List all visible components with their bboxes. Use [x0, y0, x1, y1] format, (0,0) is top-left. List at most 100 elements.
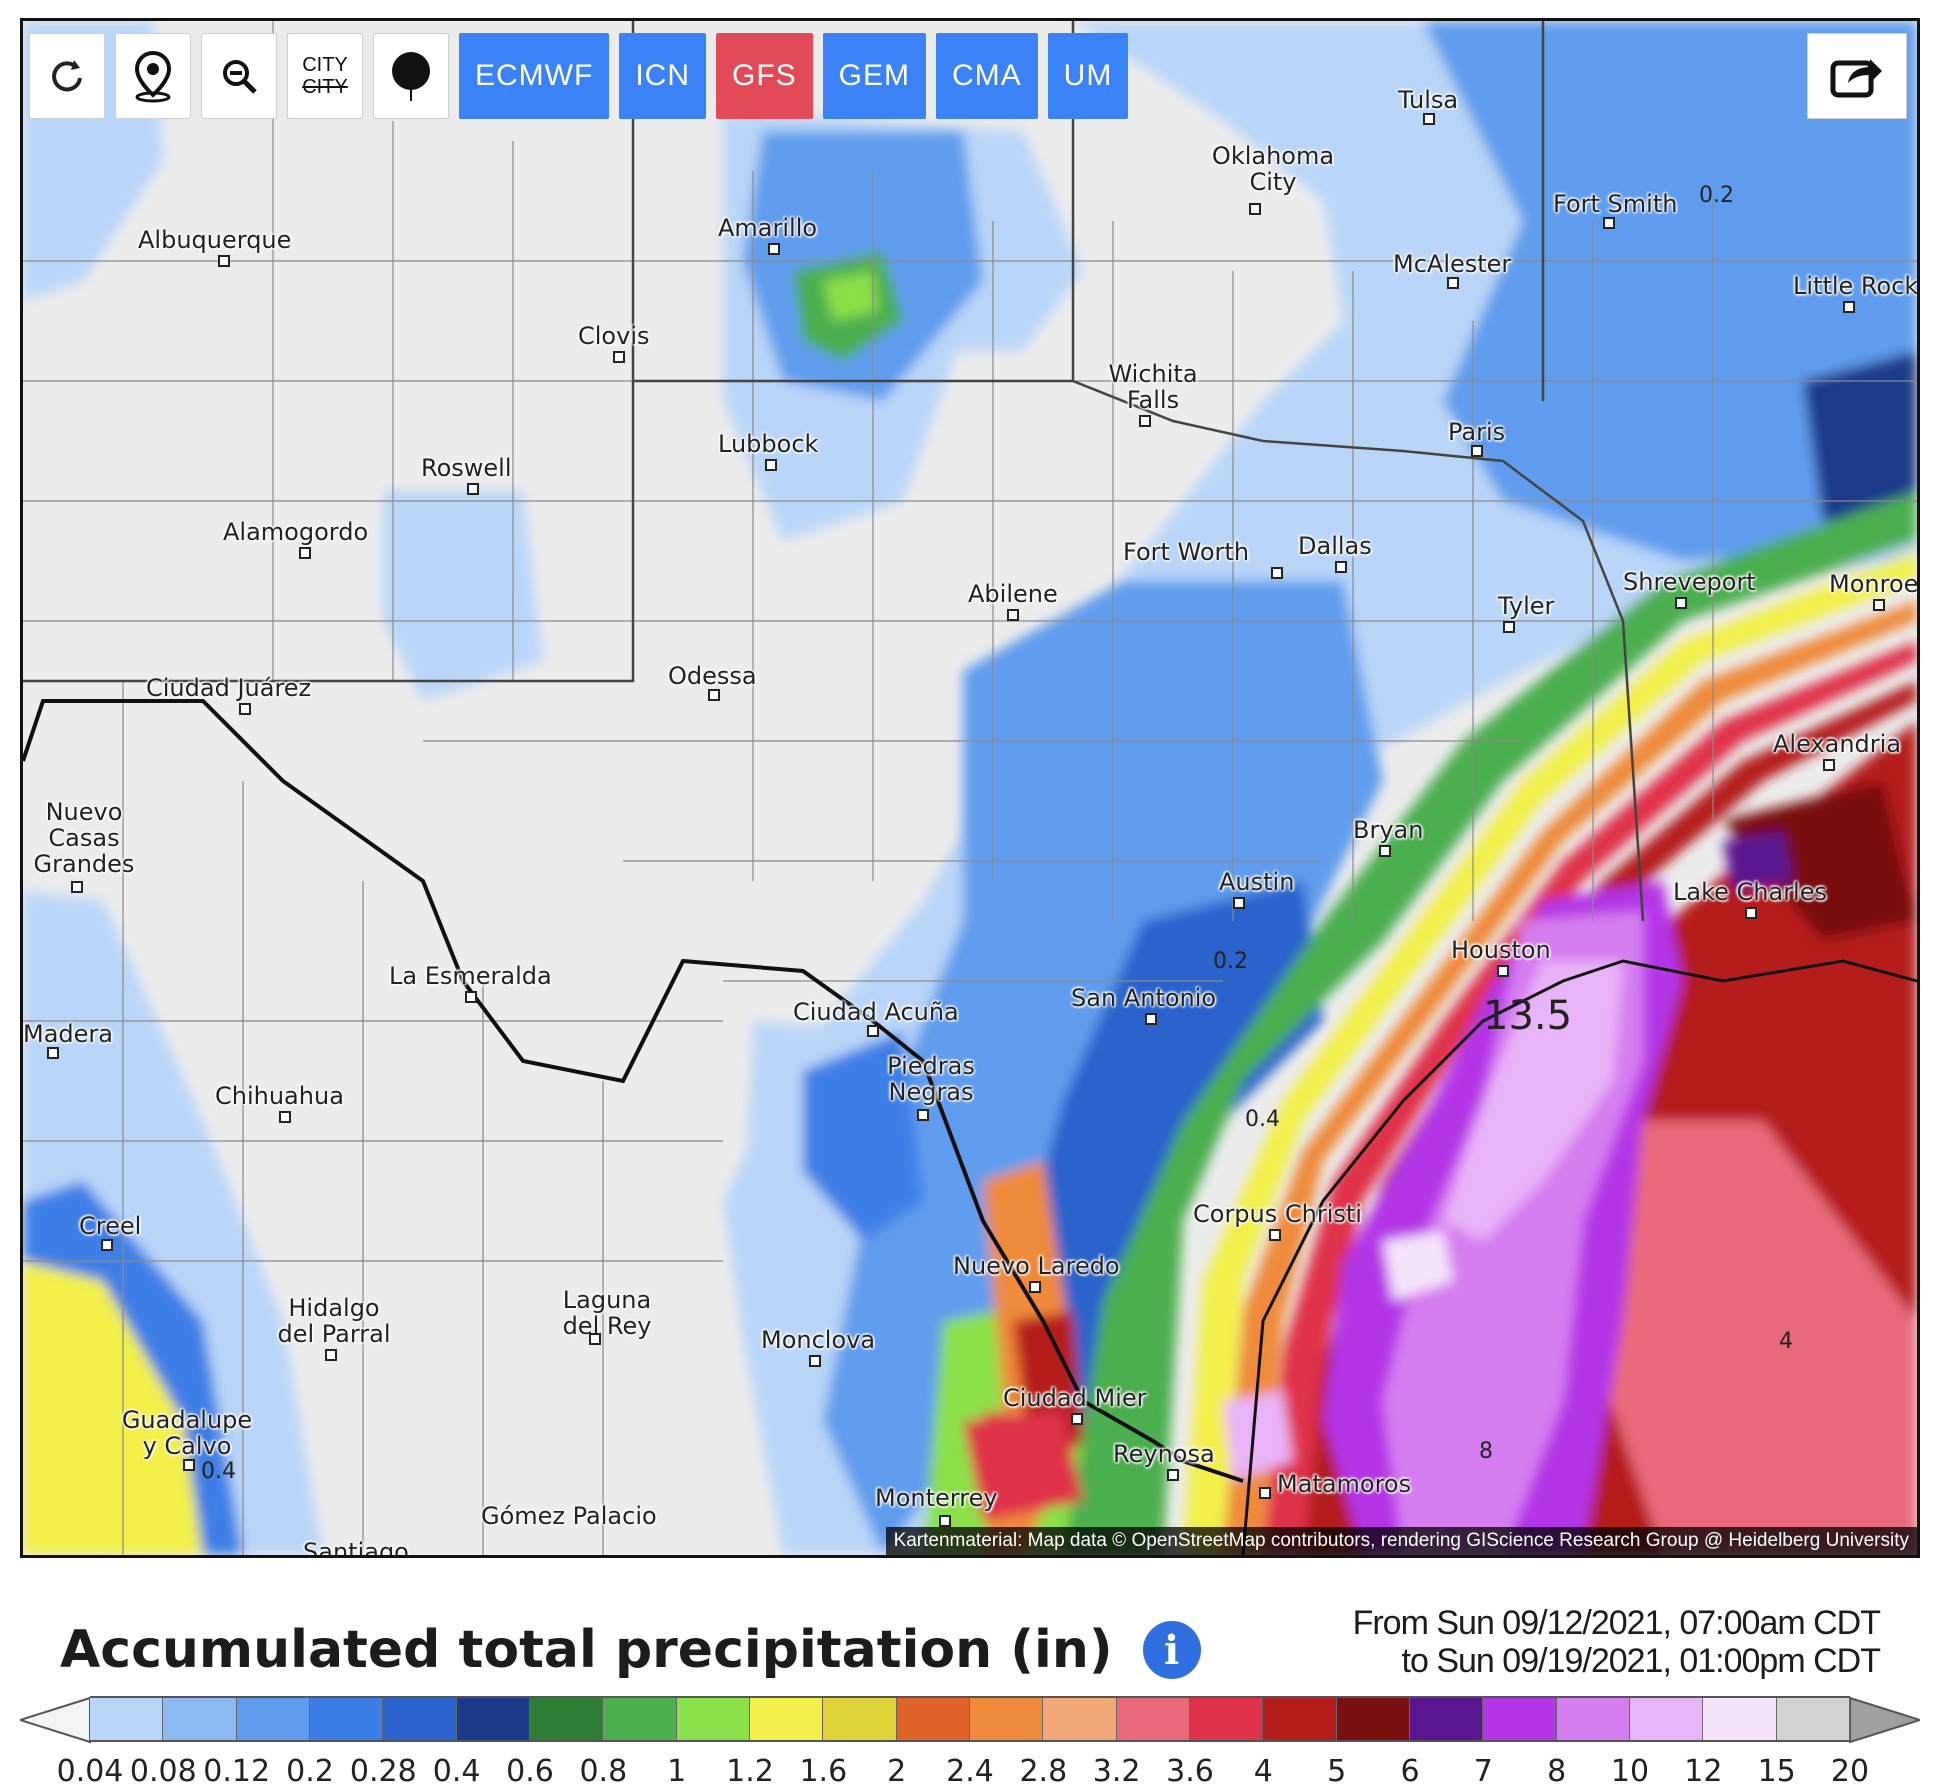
legend-tick-label: 4	[1253, 1754, 1273, 1788]
zoom-out-button[interactable]	[201, 33, 277, 119]
city-label-matamoros: Matamoros	[1277, 1470, 1412, 1498]
city-label-ciudad-mier: Ciudad Mier	[1003, 1384, 1147, 1412]
city-marker	[1823, 759, 1835, 771]
map-title: Accumulated total precipitation (in)	[60, 1620, 1113, 1680]
legend-swatch	[603, 1698, 677, 1740]
legend-tick-label: 0.6	[506, 1754, 554, 1788]
legend-swatch	[1189, 1698, 1264, 1740]
city-marker	[467, 483, 479, 495]
legend-tick-label: 3.6	[1166, 1754, 1214, 1788]
city-marker	[589, 1333, 601, 1345]
city-marker	[1269, 1229, 1281, 1241]
city-marker	[1503, 621, 1515, 633]
city-marker	[1071, 1413, 1083, 1425]
contour-label: 0.4	[1245, 1107, 1280, 1132]
city-marker	[1745, 907, 1757, 919]
city-label-monclova: Monclova	[761, 1326, 876, 1354]
city-marker	[183, 1459, 195, 1471]
legend-tick-label: 0.2	[286, 1754, 334, 1788]
model-button-icn[interactable]: ICN	[619, 33, 706, 119]
legend-swatch	[1703, 1698, 1777, 1740]
city-label-reynosa: Reynosa	[1113, 1440, 1215, 1468]
city-label-alexandria: Alexandria	[1773, 730, 1902, 758]
city-marker	[768, 243, 780, 255]
city-label-little-rock: Little Rock	[1793, 272, 1919, 300]
contour-label: 0.2	[1699, 183, 1734, 208]
map-pin-icon	[134, 50, 172, 103]
city-marker	[1249, 203, 1261, 215]
legend-tick-label: 6	[1400, 1754, 1420, 1788]
city-marker	[1379, 845, 1391, 857]
city-label-fort-worth: Fort Worth	[1123, 538, 1250, 566]
legend-swatch	[1776, 1698, 1850, 1740]
balloon-button[interactable]	[373, 33, 449, 119]
share-icon	[1830, 59, 1882, 98]
reload-button[interactable]	[29, 33, 105, 119]
city-marker	[1271, 567, 1283, 579]
legend-tick-label: 10	[1610, 1754, 1650, 1788]
model-button-cma[interactable]: CMA	[936, 33, 1038, 119]
legend-swatch	[1629, 1698, 1704, 1740]
map-title-row: Accumulated total precipitation (in) i	[60, 1620, 1201, 1680]
legend-swatch	[1336, 1698, 1410, 1740]
contour-label: 8	[1479, 1439, 1493, 1464]
legend-swatch	[1116, 1698, 1190, 1740]
legend-tick-label: 2.4	[946, 1754, 994, 1788]
city-toggle-button[interactable]: CITY CITY	[287, 33, 363, 119]
precipitation-map[interactable]: CITY CITY ECMWF ICN GFS GEM CMA UM Tulsa…	[20, 18, 1920, 1558]
city-label-monterrey: Monterrey	[875, 1484, 998, 1512]
legend-tick-label: 0.04	[56, 1754, 124, 1788]
legend-tick-label: 0.8	[579, 1754, 628, 1788]
city-label-ciudad-acuna: Ciudad Acuña	[793, 998, 959, 1026]
legend-tick-label: 3.2	[1092, 1754, 1141, 1788]
share-button[interactable]	[1807, 33, 1907, 119]
city-label-shreveport: Shreveport	[1623, 568, 1756, 596]
city-marker	[613, 351, 625, 363]
city-marker	[279, 1111, 291, 1123]
city-label-wichita-falls: Wichita Falls	[1108, 360, 1198, 414]
model-button-ecmwf[interactable]: ECMWF	[459, 33, 610, 119]
city-label-santiago: Santiago	[303, 1538, 409, 1558]
city-label-hidalgo-del-parral: Hidalgo del Parral	[277, 1294, 391, 1348]
legend-swatch	[456, 1698, 530, 1740]
city-marker	[867, 1025, 879, 1037]
city-label-amarillo: Amarillo	[718, 214, 818, 242]
model-button-um[interactable]: UM	[1047, 33, 1129, 119]
city-marker	[917, 1109, 929, 1121]
city-label-alamogordo: Alamogordo	[223, 518, 369, 546]
city-label-madera: Madera	[23, 1020, 113, 1048]
city-label-tyler: Tyler	[1498, 592, 1555, 620]
legend-swatch	[1483, 1698, 1557, 1740]
legend-tick-label: 7	[1473, 1754, 1493, 1788]
city-marker	[1497, 965, 1509, 977]
us-mexico-border	[23, 699, 1244, 1483]
legend-swatch	[309, 1698, 384, 1740]
city-label-odessa: Odessa	[668, 662, 757, 690]
city-label-abilene: Abilene	[968, 580, 1058, 608]
legend-tick-label: 12	[1684, 1754, 1723, 1788]
city-marker	[1167, 1469, 1179, 1481]
legend-tick-label: 0.4	[432, 1754, 481, 1788]
legend-tick-labels: 0.04 0.08 0.12 0.2 0.28 0.4 0.6 0.8 1 1.2 1.6 2 2.4 2…	[56, 1754, 1900, 1788]
city-label-mcalester: McAlester	[1393, 250, 1512, 278]
legend-swatch	[529, 1698, 604, 1740]
legend-tick-label: 2.8	[1019, 1754, 1068, 1788]
legend-swatch	[90, 1698, 164, 1740]
city-toggle-label-on: CITY	[302, 54, 348, 76]
location-button[interactable]	[115, 33, 191, 119]
legend-swatch	[1409, 1698, 1484, 1740]
city-marker	[325, 1349, 337, 1361]
city-marker	[939, 1515, 951, 1527]
city-toggle-icon: CITY CITY	[302, 54, 348, 98]
info-icon[interactable]: i	[1142, 1621, 1201, 1679]
legend-swatch	[383, 1698, 457, 1740]
city-marker	[1007, 609, 1019, 621]
model-button-gem[interactable]: GEM	[822, 33, 926, 119]
city-label-fort-smith: Fort Smith	[1553, 190, 1678, 218]
city-label-tulsa: Tulsa	[1398, 86, 1459, 114]
model-button-gfs[interactable]: GFS	[715, 33, 813, 119]
legend-high-arrow	[1849, 1696, 1920, 1744]
city-label-la-esmeralda: La Esmeralda	[389, 962, 552, 990]
city-marker	[1675, 597, 1687, 609]
city-label-piedras-negras: Piedras Negras	[887, 1052, 975, 1106]
